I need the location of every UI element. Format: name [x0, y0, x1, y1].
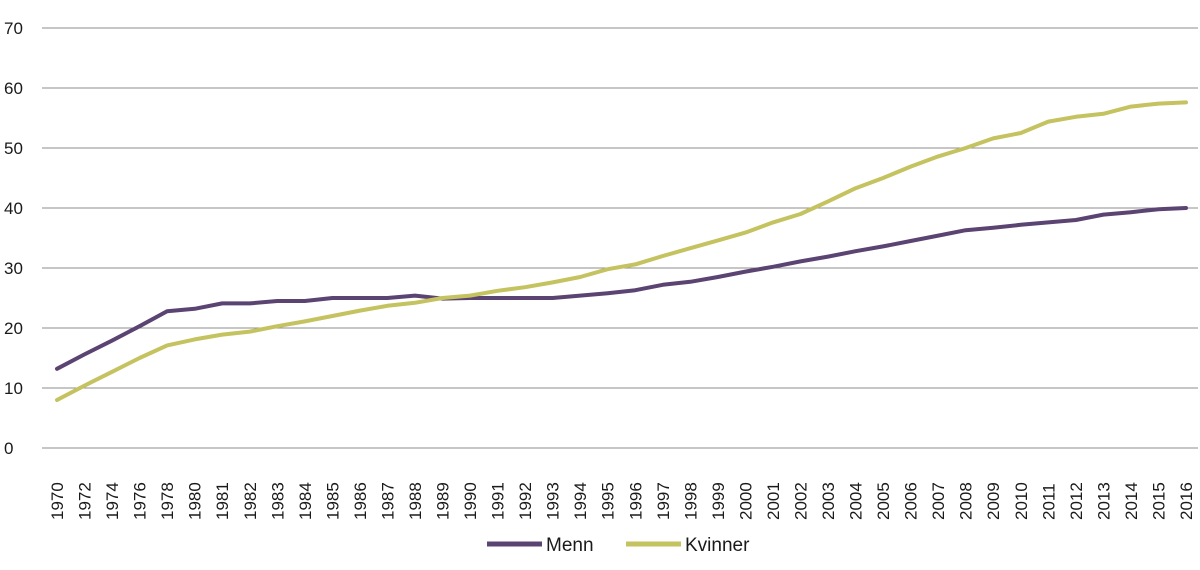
x-tick-label: 2003 [819, 482, 838, 520]
series-line-kvinner [55, 100, 1188, 402]
x-tick-label: 1996 [626, 482, 645, 520]
x-tick-label: 2000 [736, 482, 755, 520]
x-tick-label: 2005 [874, 482, 893, 520]
x-tick-label: 1970 [48, 482, 67, 520]
x-axis-tick-labels: 1970 1972 1974 1976 1978 1980 1981 1982 1983 1984… [48, 482, 1196, 520]
x-tick-label: 1993 [544, 482, 563, 520]
x-tick-label: 1991 [489, 482, 508, 520]
y-tick-label: 50 [4, 139, 23, 158]
series-line-menn [55, 206, 1188, 371]
x-tick-label: 1978 [158, 482, 177, 520]
x-tick-label: 1972 [76, 482, 95, 520]
x-tick-label: 1986 [351, 482, 370, 520]
x-tick-label: 1987 [378, 482, 397, 520]
y-axis-tick-labels: 0 10 20 30 40 50 60 70 [4, 19, 23, 458]
y-tick-label: 70 [4, 19, 23, 38]
y-tick-label: 0 [4, 439, 13, 458]
x-tick-label: 2016 [1177, 482, 1196, 520]
x-tick-label: 2008 [957, 482, 976, 520]
y-tick-label: 20 [4, 319, 23, 338]
x-tick-label: 2007 [929, 482, 948, 520]
x-tick-label: 2002 [791, 482, 810, 520]
legend-label-menn: Menn [546, 535, 594, 556]
x-tick-label: 1976 [131, 482, 150, 520]
x-tick-label: 1983 [268, 482, 287, 520]
x-tick-label: 1989 [434, 482, 453, 520]
gridlines [42, 27, 1198, 449]
x-tick-label: 1980 [186, 482, 205, 520]
x-tick-label: 2001 [764, 482, 783, 520]
x-tick-label: 1990 [461, 482, 480, 520]
y-tick-label: 40 [4, 199, 23, 218]
x-tick-label: 2006 [902, 482, 921, 520]
y-tick-label: 10 [4, 379, 23, 398]
series-lines [55, 100, 1188, 402]
x-tick-label: 2004 [847, 482, 866, 520]
x-tick-label: 1998 [681, 482, 700, 520]
x-tick-label: 1992 [516, 482, 535, 520]
x-tick-label: 2014 [1122, 482, 1141, 520]
x-tick-label: 2011 [1039, 483, 1058, 520]
x-tick-label: 1974 [103, 482, 122, 520]
x-tick-label: 2012 [1067, 482, 1086, 520]
x-tick-label: 1984 [296, 482, 315, 520]
x-tick-label: 2010 [1012, 482, 1031, 520]
x-tick-label: 1981 [213, 482, 232, 520]
x-tick-label: 2009 [984, 482, 1003, 520]
x-tick-label: 1985 [323, 482, 342, 520]
legend: Menn Kvinner [487, 535, 750, 556]
x-tick-label: 1988 [406, 482, 425, 520]
x-tick-label: 1997 [654, 482, 673, 520]
x-tick-label: 2013 [1094, 482, 1113, 520]
x-tick-label: 2015 [1149, 482, 1168, 520]
x-tick-label: 1982 [241, 482, 260, 520]
legend-label-kvinner: Kvinner [685, 535, 750, 556]
x-tick-label: 1994 [571, 482, 590, 520]
y-tick-label: 60 [4, 79, 23, 98]
x-tick-label: 1995 [599, 482, 618, 520]
x-tick-label: 1999 [709, 482, 728, 520]
y-tick-label: 30 [4, 259, 23, 278]
